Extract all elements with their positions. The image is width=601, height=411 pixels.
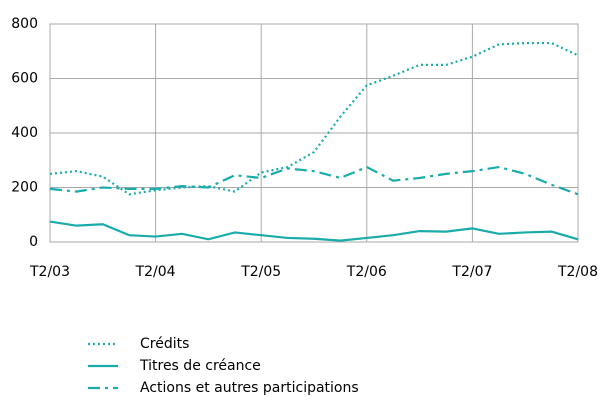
y-tick-label: 200: [11, 180, 38, 196]
x-tick-label: T2/05: [240, 264, 281, 280]
line: [49, 41, 579, 196]
y-tick-label: 400: [11, 125, 38, 141]
line: [49, 165, 579, 196]
x-tick-label: T2/07: [451, 264, 492, 280]
y-tick-label: 0: [29, 234, 38, 250]
legend-label: Titres de créance: [139, 358, 261, 374]
x-tick-label: T2/03: [29, 264, 70, 280]
x-tick-label: T2/04: [135, 264, 176, 280]
line: [49, 220, 579, 242]
legend-label: Crédits: [140, 336, 189, 352]
y-tick-label: 600: [11, 71, 38, 87]
x-tick-label: T2/08: [557, 264, 598, 280]
legend-label: Actions et autres participations: [140, 380, 359, 396]
y-tick-label: 800: [11, 16, 38, 32]
x-tick-label: T2/06: [346, 264, 387, 280]
